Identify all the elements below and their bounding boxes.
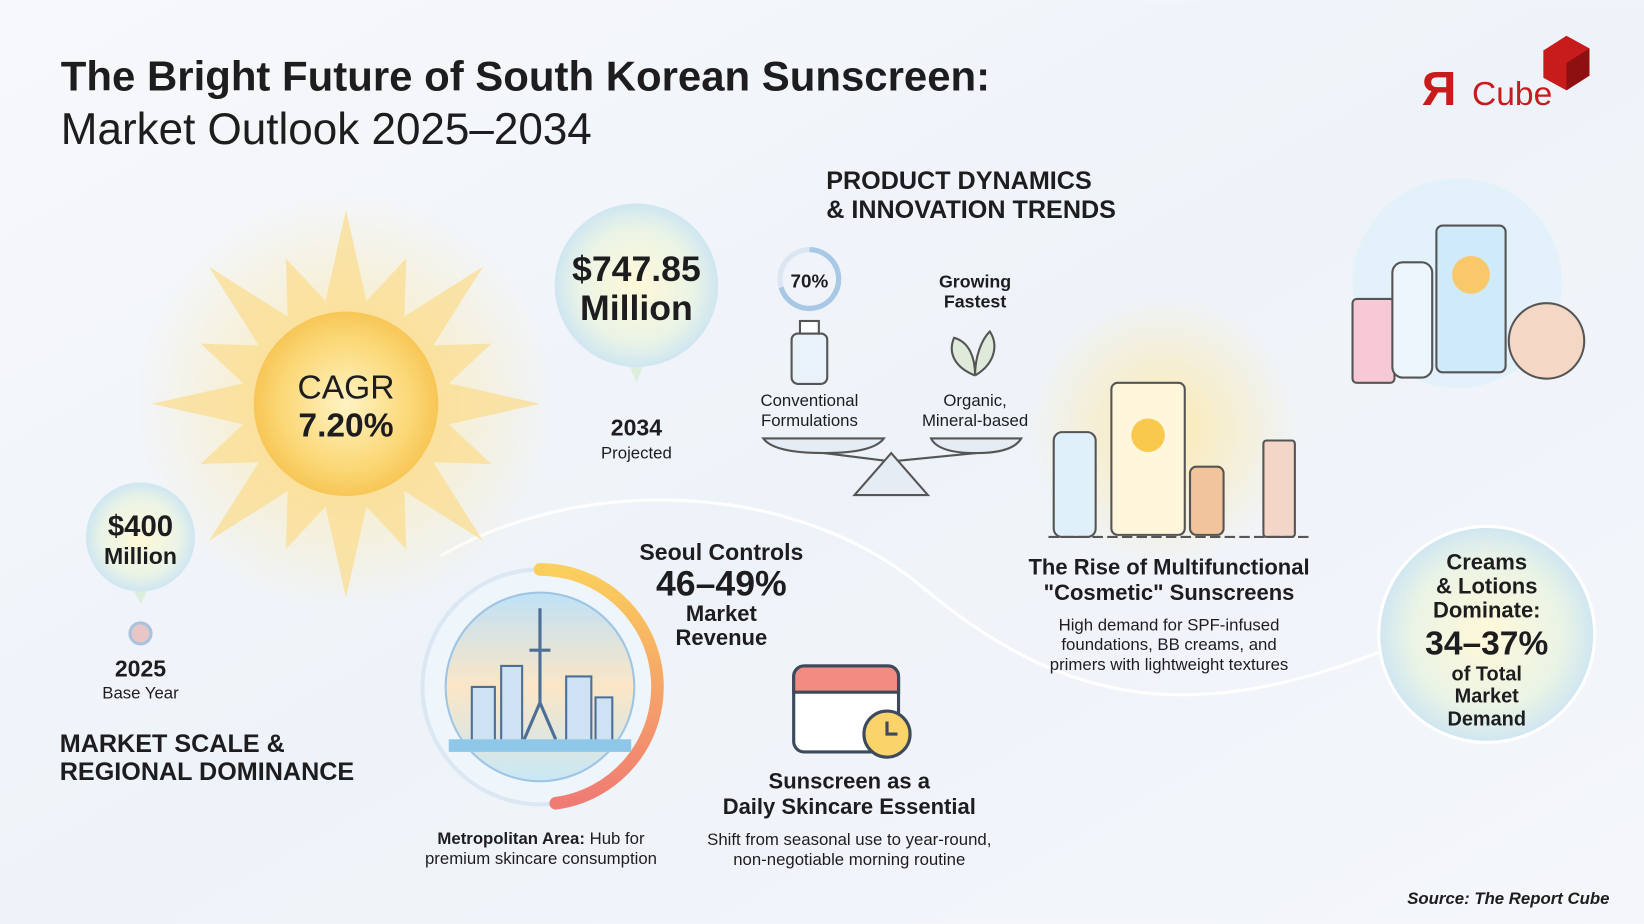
creams-caption: of Total xyxy=(1452,664,1522,686)
projection-value: $747.85 xyxy=(572,249,701,289)
scale-base xyxy=(852,451,931,497)
bubble xyxy=(554,203,719,368)
sun-disc xyxy=(253,311,439,497)
products-illustration xyxy=(1351,178,1586,389)
multifunctional-caption: primers with lightweight textures xyxy=(1050,655,1289,674)
balance-scale xyxy=(761,247,1024,497)
cagr-label: CAGR xyxy=(298,370,395,407)
seoul-heading: Seoul Controls xyxy=(639,539,803,565)
multifunctional-caption: foundations, BB creams, and xyxy=(1061,635,1276,654)
tube xyxy=(1435,224,1507,374)
logo: Я Cube xyxy=(1422,35,1590,116)
bottle xyxy=(1391,261,1434,379)
creams-heading: Dominate: xyxy=(1433,598,1541,623)
section-heading: PRODUCT DYNAMICS xyxy=(826,167,1092,195)
projection-caption: Projected xyxy=(601,443,672,462)
creams-caption: Market xyxy=(1455,686,1520,708)
creams-heading: Creams xyxy=(1446,549,1527,574)
sun xyxy=(136,194,556,614)
cream-icon xyxy=(1452,255,1490,294)
sun-icon xyxy=(1131,418,1165,453)
buildings xyxy=(470,664,614,740)
balance-label: Formulations xyxy=(761,411,858,430)
bottle-cap xyxy=(798,319,820,335)
base-caption: Base Year xyxy=(102,683,179,702)
multifunctional-title: The Rise of Multifunctional xyxy=(1028,555,1309,580)
share-label: 70% xyxy=(791,270,829,291)
tower xyxy=(522,608,558,740)
seoul-caption: premium skincare consumption xyxy=(425,849,657,868)
bubble xyxy=(85,482,196,592)
section-heading: & INNOVATION TRENDS xyxy=(826,196,1116,224)
projection-value: Million xyxy=(580,288,693,328)
bubble-pointer xyxy=(132,587,149,605)
base-bubble xyxy=(85,482,196,646)
balance-label: Conventional xyxy=(760,391,858,410)
tube xyxy=(1052,431,1097,539)
base-value: $400 xyxy=(108,510,173,543)
daily-caption: non-negotiable morning routine xyxy=(733,850,965,869)
multifunctional-title: "Cosmetic" Sunscreens xyxy=(1044,580,1295,605)
caption-bold: Metropolitan Area: xyxy=(437,829,584,848)
badge: Growing xyxy=(939,271,1011,291)
leaf-icon xyxy=(950,329,996,377)
flow-curve xyxy=(439,498,1385,697)
scale-pan xyxy=(929,437,1024,455)
logo-mark: Я xyxy=(1422,62,1457,116)
section-heading: MARKET SCALE & xyxy=(60,730,285,758)
share-arc xyxy=(533,563,664,810)
calendar-icon xyxy=(792,664,912,759)
seoul-illustration xyxy=(420,563,664,810)
tube xyxy=(1351,297,1396,384)
logo-cube-side xyxy=(1566,48,1590,91)
daily-title: Daily Skincare Essential xyxy=(723,794,976,819)
tube xyxy=(1110,381,1186,536)
creams-value: 34–37% xyxy=(1425,625,1548,662)
creams-bubble xyxy=(1377,524,1597,745)
creams-caption: Demand xyxy=(1447,709,1526,731)
seoul-value: 46–49% xyxy=(656,564,787,604)
source: Source: The Report Cube xyxy=(1407,889,1609,908)
seoul-label: Market xyxy=(686,601,758,626)
daily-title: Sunscreen as a xyxy=(769,769,931,794)
cagr-value: 7.20% xyxy=(298,407,393,444)
balance-label: Organic, xyxy=(943,391,1006,410)
projection-year: 2034 xyxy=(611,414,662,440)
cosmetics-illustration xyxy=(1027,293,1311,567)
clock-hands xyxy=(885,721,898,736)
creams-heading: & Lotions xyxy=(1436,574,1537,599)
projection-bubble xyxy=(554,203,719,383)
base-year: 2025 xyxy=(115,655,166,681)
base-value: Million xyxy=(104,543,177,569)
compact xyxy=(1507,302,1586,380)
seoul-label: Revenue xyxy=(675,625,767,650)
badge: Fastest xyxy=(944,291,1006,311)
logo-text: Cube xyxy=(1472,76,1552,113)
ring-progress xyxy=(778,247,842,311)
multifunctional-caption: High demand for SPF-infused xyxy=(1059,615,1280,634)
water xyxy=(448,739,632,752)
caption-text: Hub for xyxy=(590,829,645,848)
primer xyxy=(1262,439,1296,539)
seoul-caption: Metropolitan Area: Hub for xyxy=(437,829,645,848)
calendar-header xyxy=(792,664,901,694)
bottle-icon xyxy=(790,332,829,385)
subtitle: Market Outlook 2025–2034 xyxy=(61,105,592,154)
timeline-dot xyxy=(128,621,153,646)
bottle xyxy=(1188,465,1225,536)
daily-caption: Shift from seasonal use to year-round, xyxy=(707,830,991,849)
title: The Bright Future of South Korean Sunscr… xyxy=(61,52,990,99)
section-heading: REGIONAL DOMINANCE xyxy=(60,758,354,786)
balance-label: Mineral-based xyxy=(922,411,1028,430)
